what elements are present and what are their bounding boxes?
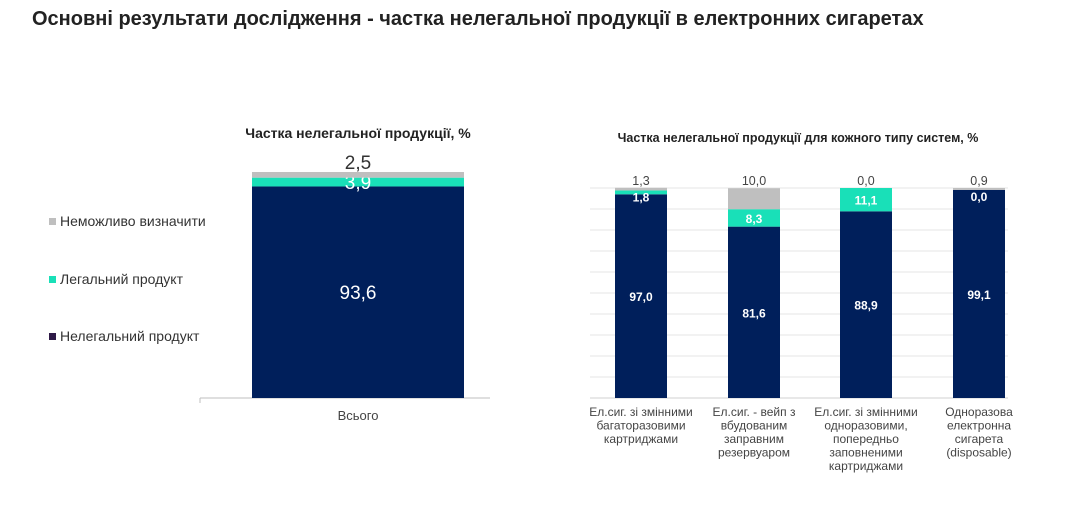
category-label: Ел.сиг. зі змінними [589, 405, 692, 419]
data-label: 10,0 [742, 174, 766, 188]
category-label: (disposable) [946, 446, 1011, 460]
chart-title: Частка нелегальної продукції для кожного… [618, 131, 979, 145]
legend-item: Легальний продукт [60, 271, 184, 287]
bar-segment-legal [840, 188, 892, 212]
data-label: 3,9 [345, 173, 371, 194]
category-label: електронна [947, 419, 1011, 433]
bar-segment-illegal [728, 226, 780, 398]
bar-segment-unknown [252, 172, 464, 178]
data-label: 0,0 [971, 190, 988, 204]
data-label: 8,3 [746, 212, 763, 226]
data-label: 93,6 [340, 283, 377, 304]
category-label: Одноразова [945, 405, 1013, 419]
data-label: 0,9 [970, 174, 987, 188]
chart-title: Частка нелегальної продукції, % [245, 125, 471, 141]
category-label: Всього [338, 408, 379, 423]
legend-swatch [49, 218, 56, 225]
data-label: 0,0 [857, 174, 874, 188]
category-label: вбудованим [721, 419, 788, 433]
bar-segment-illegal [840, 211, 892, 398]
bar-segment-legal [615, 190, 667, 195]
category-label: резервуаром [718, 446, 790, 460]
bar-segment-illegal [615, 194, 667, 398]
data-label: 99,1 [967, 288, 991, 302]
data-label: 81,6 [742, 306, 766, 320]
legend-item: Неможливо визначити [60, 213, 206, 229]
data-label: 88,9 [854, 299, 878, 313]
bar-segment-illegal [953, 189, 1005, 398]
category-label: картриджами [604, 432, 678, 446]
bar-segment-illegal [252, 186, 464, 398]
bar-segment-legal [728, 209, 780, 227]
data-label: 11,1 [855, 194, 878, 208]
bar-segment-unknown [728, 188, 780, 210]
category-label: заповненими [829, 446, 902, 460]
bar-segment-legal [252, 177, 464, 187]
bar-segment-unknown [953, 188, 1005, 190]
data-label: 2,5 [345, 153, 371, 174]
category-label: попередньо [833, 432, 899, 446]
bar-segment-unknown [615, 187, 667, 191]
category-label: багаторазовими [596, 419, 685, 433]
category-label: сигарета [955, 432, 1004, 446]
category-label: картриджами [829, 459, 903, 473]
category-label: одноразовими, [824, 419, 907, 433]
category-label: Ел.сиг. зі змінними [814, 405, 917, 419]
data-label: 1,8 [633, 191, 650, 205]
data-label: 97,0 [629, 290, 653, 304]
legend-item: Нелегальний продукт [60, 328, 200, 344]
category-label: заправним [724, 432, 784, 446]
legend-swatch [49, 276, 56, 283]
page-title: Основні результати дослідження - частка … [32, 8, 924, 30]
legend-swatch [49, 333, 56, 340]
category-label: Ел.сиг. - вейп з [713, 405, 796, 419]
data-label: 1,3 [632, 174, 649, 188]
